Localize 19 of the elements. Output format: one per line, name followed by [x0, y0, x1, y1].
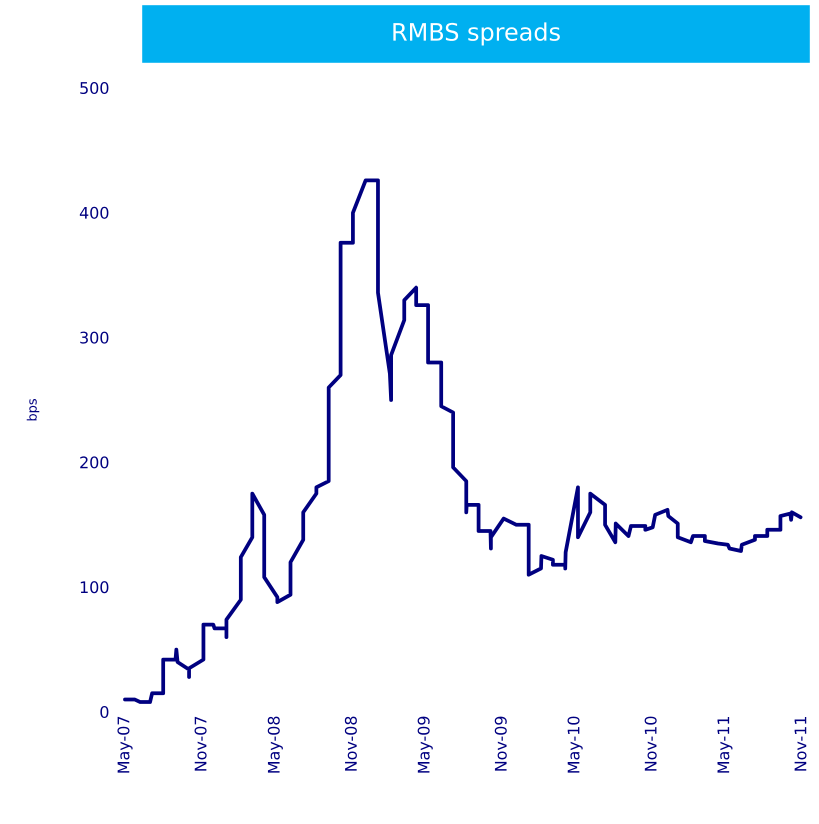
x-tick-label: Nov-07 — [194, 716, 207, 771]
line-series — [123, 178, 802, 704]
x-tick-label: May-07 — [117, 716, 133, 773]
chart-title: RMBS spreads — [393, 22, 560, 46]
y-tick-label: 200 — [80, 456, 108, 468]
y-axis-title: bps — [26, 399, 40, 420]
x-tick-label: Nov-10 — [644, 716, 657, 771]
y-tick-label: 100 — [80, 581, 108, 594]
x-tick-label: May-08 — [268, 716, 283, 773]
y-tick-label: 0 — [100, 706, 108, 718]
y-tick-label: 500 — [80, 82, 108, 94]
x-tick-label: May-11 — [718, 716, 732, 773]
x-tick-label: May-09 — [418, 716, 433, 773]
y-tick-label: 400 — [80, 206, 108, 219]
x-tick-label: Nov-11 — [794, 716, 806, 771]
x-tick-label: Nov-08 — [344, 716, 357, 771]
x-tick-label: May-10 — [568, 716, 583, 773]
y-tick-label: 300 — [80, 332, 108, 344]
x-tick-label: Nov-09 — [494, 716, 507, 771]
